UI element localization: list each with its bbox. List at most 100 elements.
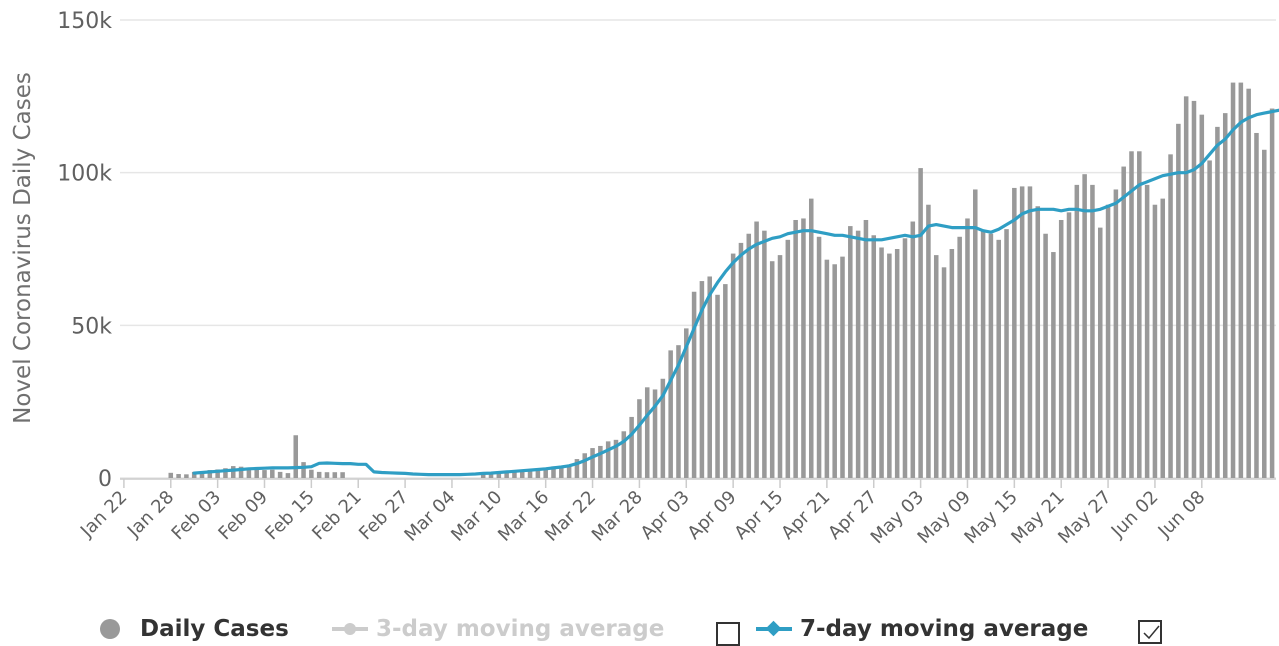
daily-cases-bar[interactable] [1191,100,1197,478]
daily-cases-bar[interactable] [965,218,970,478]
daily-cases-bar[interactable] [910,221,916,478]
daily-cases-bar[interactable] [1097,227,1103,478]
daily-cases-bar[interactable] [184,474,189,478]
daily-cases-bar[interactable] [1090,184,1095,478]
daily-cases-bar[interactable] [246,468,252,478]
daily-cases-bar[interactable] [1222,113,1228,479]
daily-cases-bar[interactable] [769,261,775,478]
daily-cases-bar[interactable] [207,470,213,478]
daily-cases-bar[interactable] [848,226,853,478]
daily-cases-bar[interactable] [1019,186,1025,478]
daily-cases-bar[interactable] [840,256,845,478]
daily-cases-bar[interactable] [738,242,744,478]
daily-cases-bar[interactable] [676,345,681,478]
daily-cases-bar[interactable] [519,470,525,478]
daily-cases-bar[interactable] [754,221,759,478]
daily-cases-bar[interactable] [1051,252,1056,478]
daily-cases-bar[interactable] [535,469,541,478]
daily-cases-bar[interactable] [863,219,869,478]
daily-cases-bar[interactable] [652,389,658,478]
daily-cases-bar[interactable] [512,471,517,478]
daily-cases-bar[interactable] [527,469,533,478]
daily-cases-bar[interactable] [215,469,220,478]
daily-cases-bar[interactable] [902,238,908,478]
daily-cases-bar[interactable] [668,350,673,478]
daily-cases-bar[interactable] [582,453,588,478]
daily-cases-bar[interactable] [855,230,861,478]
daily-cases-bar[interactable] [285,473,291,478]
daily-cases-bar[interactable] [824,259,830,478]
daily-cases-bar[interactable] [785,239,791,478]
daily-cases-bar[interactable] [551,466,556,478]
daily-cases-bar[interactable] [1176,123,1181,479]
daily-cases-bar[interactable] [699,281,705,478]
daily-cases-bar[interactable] [332,472,338,478]
daily-cases-bar[interactable] [1043,233,1048,478]
daily-cases-bar[interactable] [223,468,228,478]
daily-cases-bar[interactable] [199,471,205,478]
daily-cases-bar[interactable] [1027,186,1033,478]
daily-cases-bar[interactable] [629,416,634,478]
daily-cases-bar[interactable] [957,236,962,478]
daily-cases-bar[interactable] [918,168,923,478]
daily-cases-bar[interactable] [816,236,822,478]
daily-cases-bar[interactable] [801,218,806,478]
legend-daily-cases[interactable]: Daily Cases [100,614,289,644]
daily-cases-bar[interactable] [191,471,197,478]
daily-cases-bar[interactable] [879,247,884,478]
daily-cases-bar[interactable] [949,249,955,478]
daily-cases-bar[interactable] [504,471,509,478]
toggle-7day-checkbox[interactable] [1138,620,1162,644]
daily-cases-bar[interactable] [621,431,627,478]
daily-cases-bar[interactable] [238,466,244,478]
daily-cases-bar[interactable] [684,328,689,478]
daily-cases-bar[interactable] [660,378,666,478]
daily-cases-bar[interactable] [793,219,798,478]
daily-cases-bar[interactable] [730,253,736,478]
daily-cases-bar[interactable] [1066,212,1072,479]
daily-cases-bar[interactable] [301,462,306,478]
daily-cases-bar[interactable] [262,470,267,478]
daily-cases-bar[interactable] [277,471,283,478]
daily-cases-bar[interactable] [488,472,494,478]
daily-cases-bar[interactable] [316,471,322,478]
daily-cases-bar[interactable] [715,294,720,478]
daily-cases-bar[interactable] [1246,88,1251,478]
daily-cases-bar[interactable] [324,472,330,478]
daily-cases-bar[interactable] [1137,151,1142,478]
legend-7day-average[interactable]: 7-day moving average [756,614,1088,644]
daily-cases-bar[interactable] [988,233,994,478]
daily-cases-bar[interactable] [613,439,619,478]
daily-cases-bar[interactable] [637,399,642,478]
daily-cases-bar[interactable] [496,472,502,478]
daily-cases-bar[interactable] [309,469,314,478]
daily-cases-bar[interactable] [1152,204,1158,478]
daily-cases-bar[interactable] [1160,198,1166,478]
daily-cases-bar[interactable] [871,235,877,478]
daily-cases-bar[interactable] [598,445,603,478]
daily-cases-bar[interactable] [1082,174,1087,478]
daily-cases-bar[interactable] [1105,204,1111,478]
daily-cases-bar[interactable] [1058,219,1064,478]
daily-cases-bar[interactable] [480,474,486,478]
daily-cases-bar[interactable] [230,466,236,478]
daily-cases-bar[interactable] [168,472,174,478]
daily-cases-bar[interactable] [1012,187,1017,478]
daily-cases-bar[interactable] [1168,154,1173,478]
daily-cases-bar[interactable] [1230,82,1236,479]
daily-cases-bar[interactable] [1035,206,1041,478]
daily-cases-bar[interactable] [340,472,345,478]
daily-cases-bar[interactable] [808,198,814,478]
daily-cases-bar[interactable] [176,474,181,478]
daily-cases-bar[interactable] [644,387,650,478]
daily-cases-bar[interactable] [973,189,978,478]
daily-cases-bar[interactable] [894,249,900,478]
daily-cases-bar[interactable] [543,468,548,478]
daily-cases-bar[interactable] [270,469,275,478]
daily-cases-bar[interactable] [1262,149,1267,478]
daily-cases-bar[interactable] [1269,108,1275,479]
toggle-3day-checkbox[interactable] [716,622,740,646]
daily-cases-bar[interactable] [746,233,752,478]
daily-cases-bar[interactable] [723,284,728,478]
daily-cases-bar[interactable] [996,239,1001,478]
